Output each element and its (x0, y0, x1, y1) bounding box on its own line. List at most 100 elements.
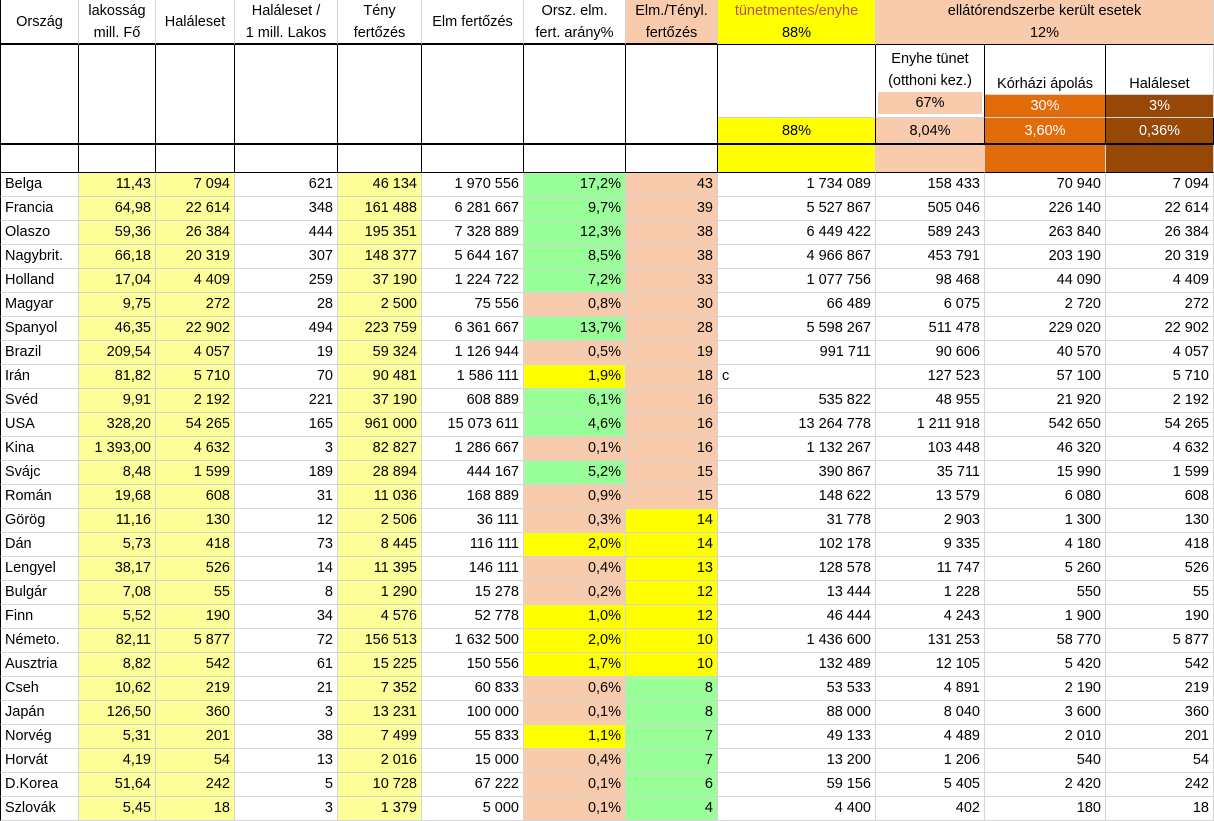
table-cell: 130 (1106, 509, 1214, 533)
table-cell: 4,6% (524, 413, 626, 437)
table-cell: 66 489 (718, 293, 876, 317)
table-cell: 34 (235, 605, 338, 629)
country-cell: Svéd (0, 389, 79, 413)
table-cell: 7 (626, 725, 718, 749)
tunet-pct-text: 88% (781, 122, 812, 139)
table-cell: 13 (235, 749, 338, 773)
table-cell: 58 770 (985, 629, 1106, 653)
table-cell: 0,8% (524, 293, 626, 317)
table-cell: 2 190 (985, 677, 1106, 701)
table-cell: 148 377 (338, 245, 422, 269)
table-cell: 146 111 (422, 557, 524, 581)
country-cell: Belga (0, 173, 79, 197)
country-cell: Olaszo (0, 221, 79, 245)
table-cell: 4 489 (876, 725, 985, 749)
table-cell: 348 (235, 197, 338, 221)
spacer-cell (235, 145, 338, 173)
table-cell: 35 711 (876, 461, 985, 485)
table-cell: 0,1% (524, 797, 626, 821)
header-blank (0, 45, 79, 145)
country-cell: Lengyel (0, 557, 79, 581)
country-cell: USA (0, 413, 79, 437)
table-cell: 221 (235, 389, 338, 413)
table-cell: 53 533 (718, 677, 876, 701)
table-cell: 1 379 (338, 797, 422, 821)
table-cell: 511 478 (876, 317, 985, 341)
table-cell: 98 468 (876, 269, 985, 293)
table-cell: 48 955 (876, 389, 985, 413)
table-cell: 59,36 (79, 221, 156, 245)
table-cell: 3 (235, 797, 338, 821)
header-elm_teny-line: fertőzés (645, 24, 698, 41)
header-haleset_per-line: Haláleset / (251, 2, 321, 19)
table-cell: 272 (156, 293, 235, 317)
table-cell: 259 (235, 269, 338, 293)
table-cell: 2,0% (524, 533, 626, 557)
table-cell: 2 192 (1106, 389, 1214, 413)
table-cell: 12 (626, 581, 718, 605)
table-cell: 7,2% (524, 269, 626, 293)
header-blank (524, 45, 626, 145)
country-cell: D.Korea (0, 773, 79, 797)
table-cell: 8 445 (338, 533, 422, 557)
spacer-cell (524, 145, 626, 173)
table-cell: 165 (235, 413, 338, 437)
table-cell: 21 920 (985, 389, 1106, 413)
table-cell: 7 352 (338, 677, 422, 701)
table-cell: 8 (235, 581, 338, 605)
table-cell: 444 167 (422, 461, 524, 485)
table-cell: 2 506 (338, 509, 422, 533)
table-cell: 16 (626, 413, 718, 437)
table-cell: 13 579 (876, 485, 985, 509)
table-cell: 4 409 (156, 269, 235, 293)
header-korhazi-pct-text: 30% (1030, 98, 1060, 114)
table-cell: 1 436 600 (718, 629, 876, 653)
table-cell: 22 902 (156, 317, 235, 341)
table-cell: 6 281 667 (422, 197, 524, 221)
header-haleset2-pct-text: 3% (1149, 98, 1170, 114)
spacer-cell (626, 145, 718, 173)
table-cell: 116 111 (422, 533, 524, 557)
table-cell: 542 (156, 653, 235, 677)
tunet-blank (718, 45, 876, 118)
table-cell: 90 481 (338, 365, 422, 389)
table-cell: 14 (235, 557, 338, 581)
table-cell: 1 900 (985, 605, 1106, 629)
pct-row-text: 0,36% (1138, 122, 1181, 139)
header-blank (79, 45, 156, 145)
table-cell: 54 (156, 749, 235, 773)
table-cell: 505 046 (876, 197, 985, 221)
table-cell: 0,4% (524, 749, 626, 773)
table-cell: 130 (156, 509, 235, 533)
table-cell: 4 180 (985, 533, 1106, 557)
header-elm_teny: Elm./Tényl. fertőzés (626, 0, 718, 45)
header-orsz_elm: Orsz. elm. fert. arány% (524, 0, 626, 45)
header-teny-line: fertőzés (353, 24, 406, 41)
header-elm_teny-line: Elm./Tényl. (635, 2, 708, 19)
table-cell: 13 231 (338, 701, 422, 725)
pct-row-cell: 3,60% (985, 118, 1106, 145)
table-cell: 0,6% (524, 677, 626, 701)
header-elm-text: Elm fertőzés (432, 13, 513, 30)
table-cell: 7 (626, 749, 718, 773)
table-cell: 4 891 (876, 677, 985, 701)
table-cell: 4 576 (338, 605, 422, 629)
table-cell: 46 444 (718, 605, 876, 629)
table-cell: 131 253 (876, 629, 985, 653)
table-cell: 6 080 (985, 485, 1106, 509)
table-cell: 10,62 (79, 677, 156, 701)
table-cell: 36 111 (422, 509, 524, 533)
table-cell: 5 527 867 (718, 197, 876, 221)
table-cell: 16 (626, 437, 718, 461)
table-cell: 1 228 (876, 581, 985, 605)
table-cell: 81,82 (79, 365, 156, 389)
table-cell: 7,08 (79, 581, 156, 605)
table-cell: 2 903 (876, 509, 985, 533)
table-cell: 1 632 500 (422, 629, 524, 653)
table-cell: 1 224 722 (422, 269, 524, 293)
table-cell: 1,1% (524, 725, 626, 749)
table-cell: 38 (626, 221, 718, 245)
table-cell: 22 614 (1106, 197, 1214, 221)
table-cell: 26 384 (1106, 221, 1214, 245)
